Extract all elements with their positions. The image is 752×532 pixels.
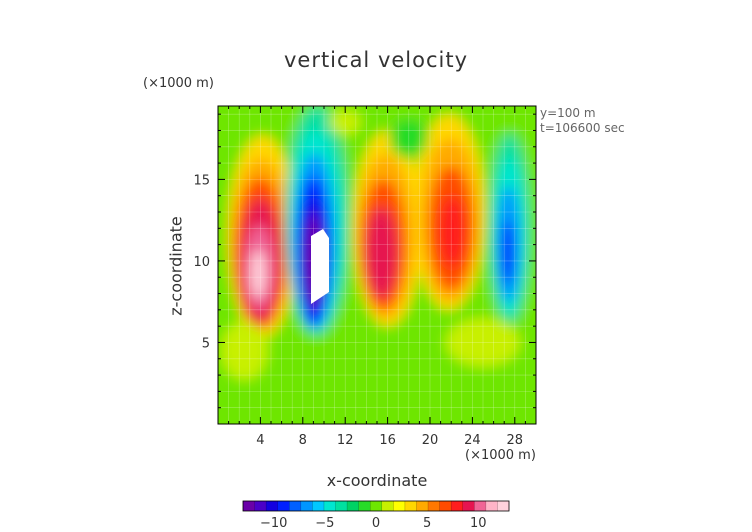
colorbar-swatch [243,501,255,511]
colorbar-swatch [254,501,267,511]
x-tick-label: 20 [422,433,439,448]
velocity-field [218,106,536,424]
velocity-contour [329,109,362,136]
x-tick-label: 24 [464,433,481,448]
colorbar-swatch [277,501,290,511]
x-tick-label: 16 [379,433,396,448]
colorbar-tick-label: 0 [372,516,380,531]
colorbar-swatch [370,501,383,511]
info-y-label: y=100 m [540,106,596,120]
velocity-contour [439,195,465,268]
velocity-contour [221,321,268,380]
velocity-contour [501,220,514,286]
off-scale-core [311,229,329,304]
x-tick-label: 8 [299,433,307,448]
colorbar-swatch [451,501,464,511]
colorbar-swatch [497,501,510,511]
y-unit-label: (×1000 m) [143,76,214,91]
x-tick-label: 28 [507,433,524,448]
y-tick-label: 10 [193,255,210,270]
colorbar-swatch [416,501,429,511]
colorbar-swatch [358,501,371,511]
colorbar: −10 −5 0 5 10 [242,500,510,531]
colorbar-tick-label: −5 [315,516,334,531]
info-time-label: t=106600 sec [540,121,625,135]
colorbar-swatch [300,501,313,511]
y-tick-label: 15 [193,173,210,188]
colorbar-swatch [335,501,348,511]
chart-title: vertical velocity [283,48,469,72]
colorbar-tick-label: 5 [423,516,431,531]
colorbar-swatch [439,501,452,511]
colorbar-swatch [474,501,487,511]
colorbar-swatch [428,501,441,511]
x-axis: 4 8 12 16 20 24 28 [228,106,526,448]
plot-grid [218,106,536,424]
colorbar-swatch [381,501,394,511]
y-tick-label: 5 [202,336,210,351]
velocity-contour [389,119,428,159]
colorbar-swatch [266,501,279,511]
x-unit-label: (×1000 m) [465,448,536,463]
colorbar-swatch [404,501,417,511]
velocity-contour [250,249,266,299]
velocity-contour [445,318,521,367]
field-layers [218,106,536,424]
colorbar-swatch [393,501,406,511]
colorbar-tick-label: −10 [260,516,287,531]
colorbar-swatch [312,501,325,511]
colorbar-swatch [485,501,498,511]
colorbar-swatch [462,501,475,511]
x-tick-label: 12 [337,433,354,448]
colorbar-tick-label: 10 [470,516,487,531]
colorbar-frame [242,500,510,512]
x-axis-label: x-coordinate [326,471,428,490]
x-tick-label: 4 [256,433,264,448]
colorbar-swatch [323,501,336,511]
colorbar-swatch [289,501,302,511]
velocity-contour [371,228,389,284]
colorbar-swatch [347,501,360,511]
y-axis: 5 10 15 [193,113,536,409]
